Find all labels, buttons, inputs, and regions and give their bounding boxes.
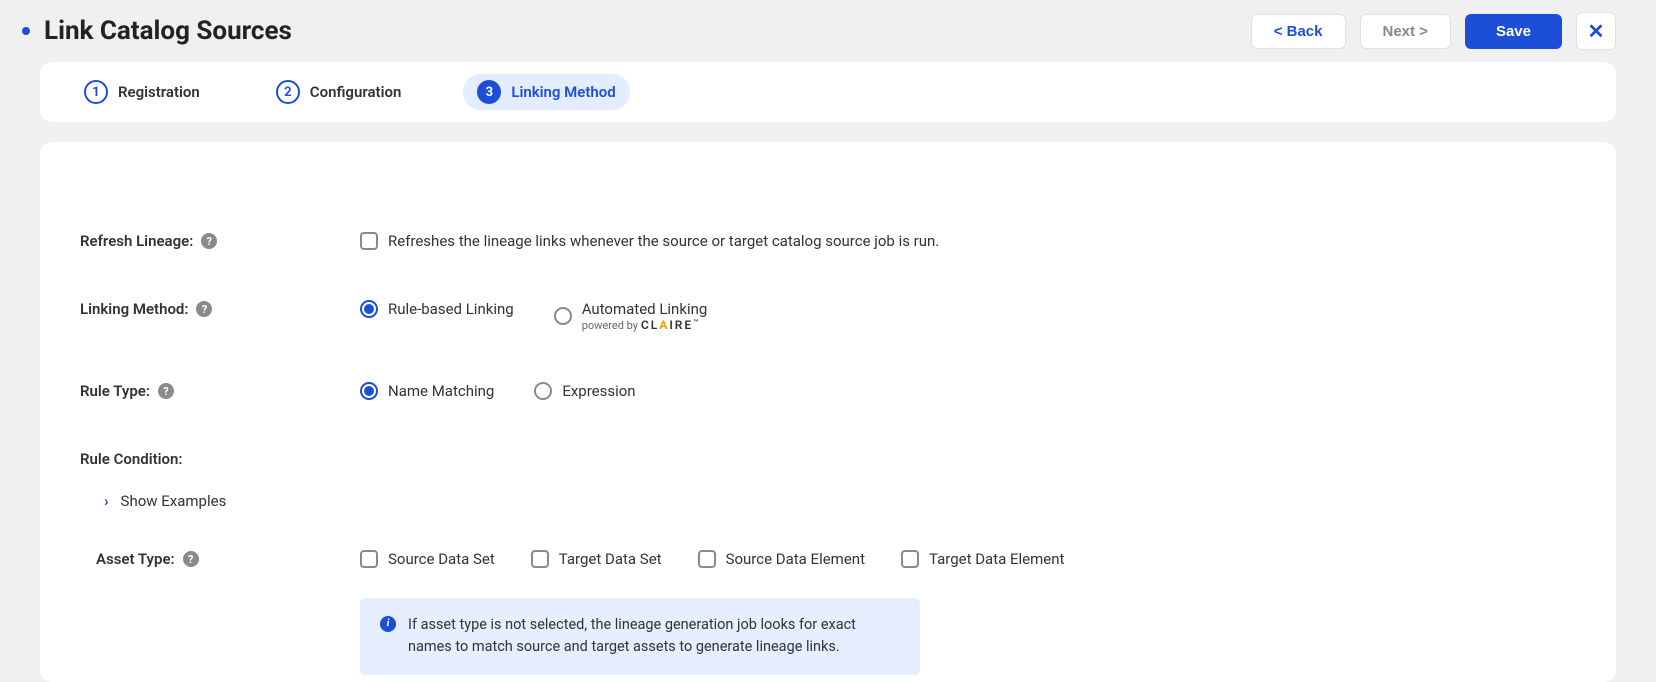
- next-button[interactable]: Next >: [1360, 14, 1451, 49]
- step-number: 3: [477, 80, 501, 104]
- close-button[interactable]: ✕: [1576, 12, 1616, 50]
- step-registration[interactable]: 1 Registration: [70, 74, 214, 110]
- radio-name-matching[interactable]: Name Matching: [360, 382, 494, 400]
- checkbox-label: Target Data Element: [929, 550, 1064, 568]
- radio-icon: [554, 307, 572, 325]
- info-text: If asset type is not selected, the linea…: [408, 614, 900, 659]
- help-icon[interactable]: ?: [196, 301, 212, 317]
- radio-icon: [360, 300, 378, 318]
- rule-type-label: Rule Type:: [80, 382, 150, 400]
- close-icon: ✕: [1588, 19, 1605, 44]
- show-examples-toggle[interactable]: › Show Examples: [104, 492, 1586, 510]
- show-examples-label: Show Examples: [121, 492, 227, 510]
- radio-icon: [534, 382, 552, 400]
- step-label: Linking Method: [511, 83, 615, 101]
- checkbox-label: Source Data Set: [388, 550, 495, 568]
- wizard-steps: 1 Registration 2 Configuration 3 Linking…: [40, 62, 1616, 122]
- title-bullet: [22, 27, 30, 35]
- radio-label: Expression: [562, 382, 635, 400]
- help-icon[interactable]: ?: [201, 233, 217, 249]
- radio-expression[interactable]: Expression: [534, 382, 635, 400]
- step-number: 2: [276, 80, 300, 104]
- linking-method-label: Linking Method:: [80, 300, 188, 318]
- checkbox-label: Source Data Element: [726, 550, 865, 568]
- refresh-lineage-desc: Refreshes the lineage links whenever the…: [388, 232, 939, 250]
- step-configuration[interactable]: 2 Configuration: [262, 74, 416, 110]
- radio-rule-based[interactable]: Rule-based Linking: [360, 300, 514, 318]
- refresh-lineage-label: Refresh Lineage:: [80, 232, 193, 250]
- radio-label: Name Matching: [388, 382, 494, 400]
- page-title: Link Catalog Sources: [44, 16, 292, 46]
- asset-type-label: Asset Type:: [96, 550, 175, 568]
- checkbox-target-data-set[interactable]: Target Data Set: [531, 550, 662, 568]
- radio-label: Rule-based Linking: [388, 300, 514, 318]
- help-icon[interactable]: ?: [158, 383, 174, 399]
- radio-automated[interactable]: Automated Linking powered by CLAIRE™: [554, 300, 708, 332]
- info-box: i If asset type is not selected, the lin…: [360, 598, 920, 675]
- rule-condition-label: Rule Condition:: [80, 450, 183, 468]
- claire-brand: powered by CLAIRE™: [582, 318, 708, 332]
- info-icon: i: [380, 616, 396, 632]
- step-linking-method[interactable]: 3 Linking Method: [463, 74, 629, 110]
- step-label: Registration: [118, 83, 200, 101]
- checkbox-target-data-element[interactable]: Target Data Element: [901, 550, 1064, 568]
- save-button[interactable]: Save: [1465, 14, 1562, 49]
- checkbox-icon: [698, 550, 716, 568]
- checkbox-label: Target Data Set: [559, 550, 662, 568]
- refresh-lineage-checkbox[interactable]: [360, 232, 378, 250]
- step-number: 1: [84, 80, 108, 104]
- radio-icon: [360, 382, 378, 400]
- chevron-right-icon: ›: [104, 492, 109, 510]
- form-card: Refresh Lineage: ? Refreshes the lineage…: [40, 142, 1616, 682]
- help-icon[interactable]: ?: [183, 551, 199, 567]
- checkbox-icon: [901, 550, 919, 568]
- checkbox-source-data-set[interactable]: Source Data Set: [360, 550, 495, 568]
- checkbox-icon: [531, 550, 549, 568]
- step-label: Configuration: [310, 83, 402, 101]
- checkbox-source-data-element[interactable]: Source Data Element: [698, 550, 865, 568]
- checkbox-icon: [360, 550, 378, 568]
- radio-label: Automated Linking: [582, 300, 708, 318]
- back-button[interactable]: < Back: [1251, 14, 1346, 49]
